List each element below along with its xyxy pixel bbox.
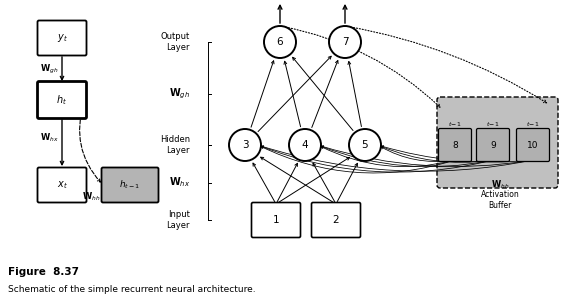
Text: Input
Layer: Input Layer — [167, 210, 190, 230]
Text: $\mathbf{W}_{hx}$: $\mathbf{W}_{hx}$ — [40, 131, 59, 144]
Text: $t\!-\!1$: $t\!-\!1$ — [486, 120, 500, 128]
Text: $\mathbf{W}_{gh}$: $\mathbf{W}_{gh}$ — [169, 86, 190, 101]
FancyBboxPatch shape — [476, 128, 510, 161]
Text: $\mathbf{W}_{hh}$: $\mathbf{W}_{hh}$ — [491, 179, 509, 191]
Text: Activation
Buffer: Activation Buffer — [481, 190, 520, 210]
Text: $t\!-\!1$: $t\!-\!1$ — [448, 120, 462, 128]
FancyBboxPatch shape — [38, 168, 87, 202]
Text: 2: 2 — [333, 215, 339, 225]
Text: $\mathbf{W}_{hx}$: $\mathbf{W}_{hx}$ — [169, 176, 190, 189]
FancyBboxPatch shape — [38, 21, 87, 55]
Circle shape — [264, 26, 296, 58]
Text: Output
Layer: Output Layer — [161, 32, 190, 52]
Text: 4: 4 — [302, 140, 309, 150]
FancyBboxPatch shape — [439, 128, 471, 161]
Text: Schematic of the simple recurrent neural architecture.: Schematic of the simple recurrent neural… — [8, 285, 256, 294]
FancyBboxPatch shape — [38, 82, 87, 118]
Text: $t\!-\!1$: $t\!-\!1$ — [526, 120, 540, 128]
Text: 9: 9 — [490, 141, 496, 149]
Text: $h_{t-1}$: $h_{t-1}$ — [119, 179, 141, 191]
Text: $\mathbf{W}_{hh}$: $\mathbf{W}_{hh}$ — [82, 191, 100, 203]
Text: 6: 6 — [276, 37, 283, 47]
Text: 10: 10 — [528, 141, 539, 149]
FancyBboxPatch shape — [437, 97, 558, 188]
Text: $h_t$: $h_t$ — [56, 93, 68, 107]
FancyBboxPatch shape — [252, 202, 301, 238]
Circle shape — [349, 129, 381, 161]
Text: 8: 8 — [452, 141, 458, 149]
Text: 7: 7 — [342, 37, 348, 47]
FancyBboxPatch shape — [101, 168, 159, 202]
Text: $x_t$: $x_t$ — [56, 179, 68, 191]
Circle shape — [329, 26, 361, 58]
Circle shape — [229, 129, 261, 161]
Text: 3: 3 — [242, 140, 248, 150]
Text: Figure  8.37: Figure 8.37 — [8, 267, 79, 277]
Text: 5: 5 — [361, 140, 368, 150]
Circle shape — [289, 129, 321, 161]
Text: $\mathbf{W}_{gh}$: $\mathbf{W}_{gh}$ — [40, 62, 59, 75]
Text: Hidden
Layer: Hidden Layer — [160, 135, 190, 155]
Text: $y_t$: $y_t$ — [56, 32, 68, 44]
FancyBboxPatch shape — [311, 202, 360, 238]
Text: 1: 1 — [272, 215, 279, 225]
FancyBboxPatch shape — [516, 128, 549, 161]
